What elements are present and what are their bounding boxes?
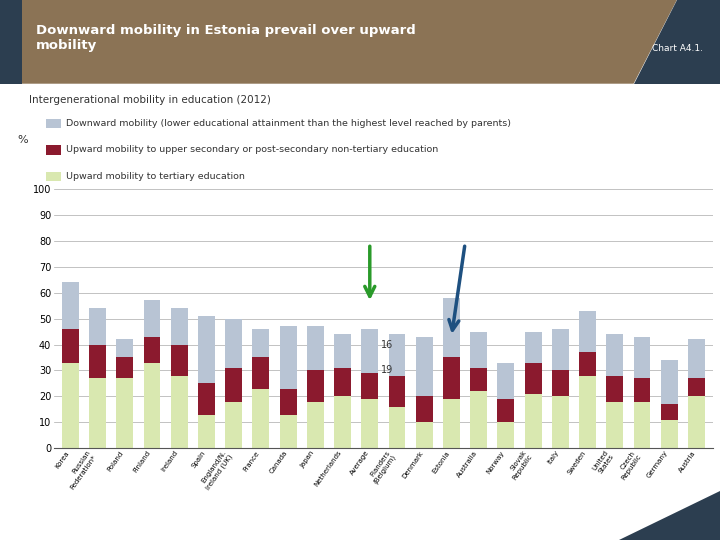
Bar [525, 332, 541, 363]
Polygon shape [619, 491, 720, 540]
Bar [143, 363, 161, 448]
Bar [443, 399, 460, 448]
Bar [62, 329, 78, 363]
Bar [89, 345, 106, 378]
Bar [606, 402, 624, 448]
Bar [661, 360, 678, 404]
FancyBboxPatch shape [46, 145, 60, 155]
Bar [661, 420, 678, 448]
Bar [415, 422, 433, 448]
Bar [89, 308, 106, 345]
Bar [688, 378, 705, 396]
Bar [579, 311, 596, 352]
Bar [579, 376, 596, 448]
Bar [498, 422, 514, 448]
Bar [334, 396, 351, 448]
Bar [525, 363, 541, 394]
Bar [470, 391, 487, 448]
Bar [415, 337, 433, 396]
Bar [279, 389, 297, 415]
Bar [389, 407, 405, 448]
Bar [634, 337, 650, 378]
Bar [443, 357, 460, 399]
Bar [279, 326, 297, 389]
Bar [606, 376, 624, 402]
FancyBboxPatch shape [46, 172, 60, 181]
Polygon shape [634, 0, 720, 84]
Bar [634, 378, 650, 402]
Bar [498, 399, 514, 422]
Bar [334, 334, 351, 368]
Bar [225, 319, 242, 368]
Bar [225, 368, 242, 402]
Text: 16: 16 [381, 340, 393, 349]
Bar [117, 378, 133, 448]
Bar [171, 345, 188, 376]
Bar [253, 357, 269, 389]
Bar [198, 316, 215, 383]
FancyBboxPatch shape [46, 118, 60, 129]
Bar [389, 376, 405, 407]
Bar [361, 329, 378, 373]
Bar [498, 363, 514, 399]
Text: Intergenerational mobility in education (2012): Intergenerational mobility in education … [29, 95, 271, 105]
Bar [606, 334, 624, 376]
Bar [579, 352, 596, 376]
Text: Downward mobility in Estonia prevail over upward
mobility: Downward mobility in Estonia prevail ove… [36, 24, 415, 52]
Polygon shape [0, 0, 22, 84]
Bar [361, 399, 378, 448]
Bar [62, 282, 78, 329]
Text: Upward mobility to upper secondary or post-secondary non-tertiary education: Upward mobility to upper secondary or po… [66, 145, 438, 154]
Text: %: % [17, 135, 28, 145]
Bar [389, 334, 405, 376]
Bar [225, 402, 242, 448]
Text: Upward mobility to tertiary education: Upward mobility to tertiary education [66, 172, 245, 181]
Bar [470, 332, 487, 368]
Text: Downward mobility (lower educational attainment than the highest level reached b: Downward mobility (lower educational att… [66, 119, 511, 128]
Bar [117, 357, 133, 378]
Polygon shape [22, 0, 677, 84]
Bar [334, 368, 351, 396]
Bar [634, 402, 650, 448]
Bar [552, 396, 569, 448]
Text: 19: 19 [381, 366, 393, 375]
Bar [198, 383, 215, 415]
Bar [688, 339, 705, 378]
Bar [661, 404, 678, 420]
Bar [552, 329, 569, 370]
Bar [361, 373, 378, 399]
Bar [525, 394, 541, 448]
Bar [171, 376, 188, 448]
Bar [198, 415, 215, 448]
Bar [89, 378, 106, 448]
Bar [171, 308, 188, 345]
Bar [307, 370, 324, 402]
Bar [688, 396, 705, 448]
Bar [552, 370, 569, 396]
Bar [415, 396, 433, 422]
Bar [253, 389, 269, 448]
Bar [143, 300, 161, 337]
Bar [62, 363, 78, 448]
Text: Chart A4.1.: Chart A4.1. [652, 44, 703, 53]
Bar [443, 298, 460, 357]
Bar [117, 339, 133, 357]
Bar [470, 368, 487, 391]
Bar [253, 329, 269, 357]
Bar [307, 402, 324, 448]
Bar [143, 337, 161, 363]
Bar [307, 326, 324, 370]
Bar [279, 415, 297, 448]
